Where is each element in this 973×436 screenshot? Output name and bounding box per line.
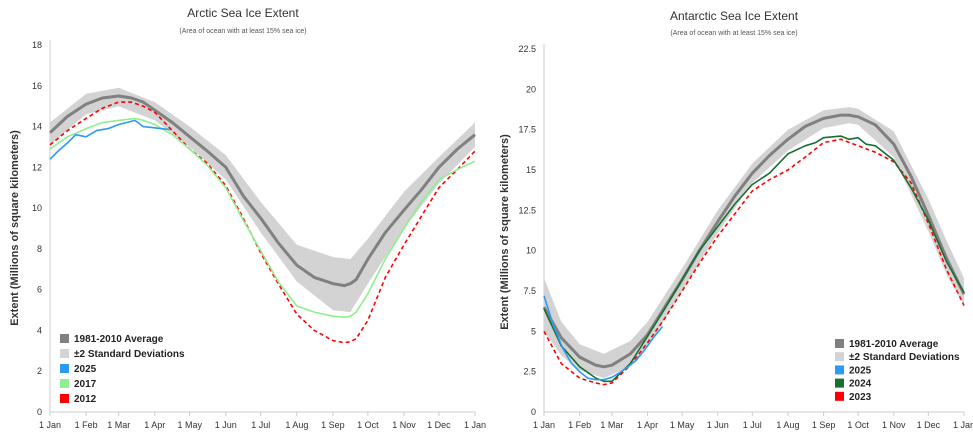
legend-label-2017[interactable]: 2017	[74, 379, 97, 390]
series-line-2012	[49, 101, 476, 344]
chart-subtitle: (Area of ocean with at least 15% sea ice…	[179, 28, 306, 35]
legend-label-2-standard-deviations[interactable]: ±2 Standard Deviations	[849, 352, 960, 363]
legend-swatch-2024	[835, 378, 844, 388]
antarctic-chart: Antarctic Sea Ice Extent (Area of ocean w…	[499, 9, 973, 430]
legend-label-2-standard-deviations[interactable]: ±2 Standard Deviations	[74, 349, 185, 360]
x-tick-label: 1 May	[670, 420, 695, 430]
x-tick-label: 1 Dec	[427, 420, 451, 430]
y-tick-label: 14	[32, 122, 42, 132]
legend-label-1981-2010-average[interactable]: 1981-2010 Average	[74, 334, 164, 345]
y-tick-label: 2.5	[523, 367, 536, 377]
legend-swatch-1981-2010-average	[60, 334, 69, 343]
y-tick-label: 6	[37, 285, 42, 295]
series-std-band	[544, 107, 964, 379]
x-tick-label: 1 Jun	[215, 420, 237, 430]
y-tick-label: 5	[531, 326, 536, 336]
y-tick-label: 8	[37, 244, 42, 254]
legend-swatch-2025	[835, 365, 844, 375]
x-tick-label: 1 Oct	[357, 420, 379, 430]
y-tick-label: 10	[32, 203, 42, 213]
x-tick-label: 1 Dec	[917, 420, 941, 430]
series-line-1981-2010-average	[542, 113, 966, 369]
chart-title: Arctic Sea Ice Extent	[187, 6, 299, 20]
series-line-2024	[543, 135, 965, 383]
x-tick-label: 1 Jul	[251, 420, 270, 430]
y-tick-label: 22.5	[518, 44, 536, 54]
y-tick-label: 7.5	[523, 286, 536, 296]
x-tick-label: 1 Jul	[743, 420, 762, 430]
legend: 1981-2010 Average ±2 Standard Deviations 2…	[835, 339, 960, 403]
legend-label-2025[interactable]: 2025	[74, 364, 97, 375]
series-line-1981-2010-average	[48, 94, 476, 288]
chart-title: Antarctic Sea Ice Extent	[670, 9, 799, 23]
y-axis-label: Extent (Millions of square kilometers)	[9, 130, 21, 326]
y-tick-label: 4	[37, 325, 42, 335]
y-tick-label: 10	[526, 246, 536, 256]
legend-swatch-2017	[60, 379, 69, 388]
chart-subtitle: (Area of ocean with at least 15% sea ice…	[670, 30, 797, 37]
series-line-2023	[543, 138, 965, 386]
legend-swatch-2025	[60, 364, 69, 373]
y-tick-label: 0	[37, 407, 42, 417]
y-tick-label: 20	[526, 84, 536, 94]
x-tick-label: 1 Oct	[847, 420, 869, 430]
x-tick-label: 1 Aug	[285, 420, 308, 430]
x-tick-label: 1 Jan	[39, 420, 61, 430]
x-tick-label: 1 Sep	[812, 420, 836, 430]
x-tick-label: 1 Apr	[144, 420, 165, 430]
y-tick-label: 17.5	[518, 125, 536, 135]
y-tick-label: 12.5	[518, 205, 536, 215]
x-tick-label: 1 Mar	[600, 420, 623, 430]
series-line-2025	[543, 295, 664, 381]
series-line-2017	[49, 117, 476, 318]
x-tick-label: 1 Sep	[321, 420, 345, 430]
x-tick-label: 1 Mar	[107, 420, 130, 430]
y-axis-label: Extent (Millions of square kilometers)	[499, 134, 511, 330]
y-tick-label: 15	[526, 165, 536, 175]
series-line-2025	[49, 119, 170, 160]
legend-swatch-2-standard-deviations	[835, 352, 844, 362]
x-tick-label: 1 Jan	[953, 420, 973, 430]
x-tick-label: 1 Apr	[637, 420, 658, 430]
x-tick-label: 1 May	[177, 420, 202, 430]
x-tick-label: 1 Nov	[392, 420, 416, 430]
x-tick-label: 1 Jan	[533, 420, 555, 430]
x-tick-label: 1 Feb	[568, 420, 591, 430]
legend-label-2012[interactable]: 2012	[74, 394, 97, 405]
x-tick-label: 1 Aug	[776, 420, 799, 430]
legend: 1981-2010 Average ±2 Standard Deviations 2…	[60, 334, 185, 405]
legend-label-2025[interactable]: 2025	[849, 365, 872, 376]
y-tick-label: 16	[32, 81, 42, 91]
legend-label-2024[interactable]: 2024	[849, 379, 872, 390]
legend-label-2023[interactable]: 2023	[849, 392, 872, 403]
legend-swatch-1981-2010-average	[835, 339, 844, 348]
legend-swatch-2012	[60, 394, 69, 403]
x-tick-label: 1 Jan	[464, 420, 486, 430]
x-tick-label: 1 Jun	[707, 420, 729, 430]
y-tick-label: 0	[531, 407, 536, 417]
y-tick-label: 2	[37, 366, 42, 376]
legend-swatch-2023	[835, 391, 844, 401]
y-tick-label: 18	[32, 40, 42, 50]
arctic-chart: Arctic Sea Ice Extent (Area of ocean with…	[9, 6, 486, 430]
y-tick-label: 12	[32, 162, 42, 172]
x-tick-label: 1 Feb	[75, 420, 98, 430]
x-tick-label: 1 Nov	[882, 420, 906, 430]
legend-label-1981-2010-average[interactable]: 1981-2010 Average	[849, 339, 939, 350]
legend-swatch-2-standard-deviations	[60, 349, 69, 358]
